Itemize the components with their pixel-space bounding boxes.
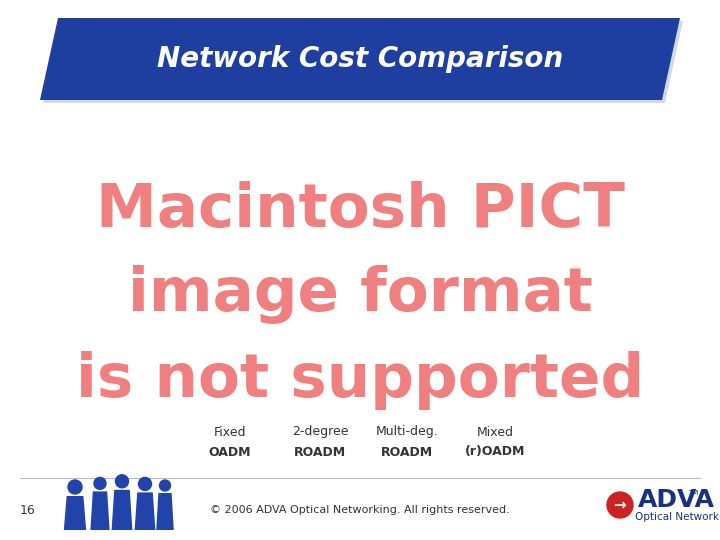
- Text: (r)OADM: (r)OADM: [465, 446, 525, 458]
- Circle shape: [68, 480, 82, 494]
- Circle shape: [607, 492, 633, 518]
- Circle shape: [160, 480, 171, 491]
- Polygon shape: [112, 490, 132, 530]
- Text: is not supported: is not supported: [76, 350, 644, 409]
- Text: 2-degree: 2-degree: [292, 426, 348, 438]
- Polygon shape: [64, 496, 86, 530]
- Text: ROADM: ROADM: [294, 446, 346, 458]
- Text: TM: TM: [688, 490, 698, 496]
- Polygon shape: [40, 18, 680, 100]
- Circle shape: [94, 477, 106, 489]
- Polygon shape: [156, 493, 174, 530]
- Text: Macintosh PICT: Macintosh PICT: [96, 180, 624, 240]
- Polygon shape: [91, 491, 109, 530]
- Text: ROADM: ROADM: [381, 446, 433, 458]
- Polygon shape: [43, 21, 683, 103]
- Circle shape: [115, 475, 128, 488]
- Circle shape: [138, 477, 151, 490]
- Text: ADVA: ADVA: [638, 488, 715, 512]
- Text: image format: image format: [127, 266, 593, 325]
- Text: Optical Networking: Optical Networking: [635, 512, 720, 522]
- Text: Multi-deg.: Multi-deg.: [376, 426, 438, 438]
- Text: OADM: OADM: [209, 446, 251, 458]
- Text: →: →: [613, 497, 626, 512]
- Text: Network Cost Comparison: Network Cost Comparison: [157, 45, 563, 73]
- Text: © 2006 ADVA Optical Networking. All rights reserved.: © 2006 ADVA Optical Networking. All righ…: [210, 505, 510, 515]
- Polygon shape: [135, 492, 156, 530]
- Text: 16: 16: [20, 503, 36, 516]
- Text: Mixed: Mixed: [477, 426, 513, 438]
- Text: Fixed: Fixed: [214, 426, 246, 438]
